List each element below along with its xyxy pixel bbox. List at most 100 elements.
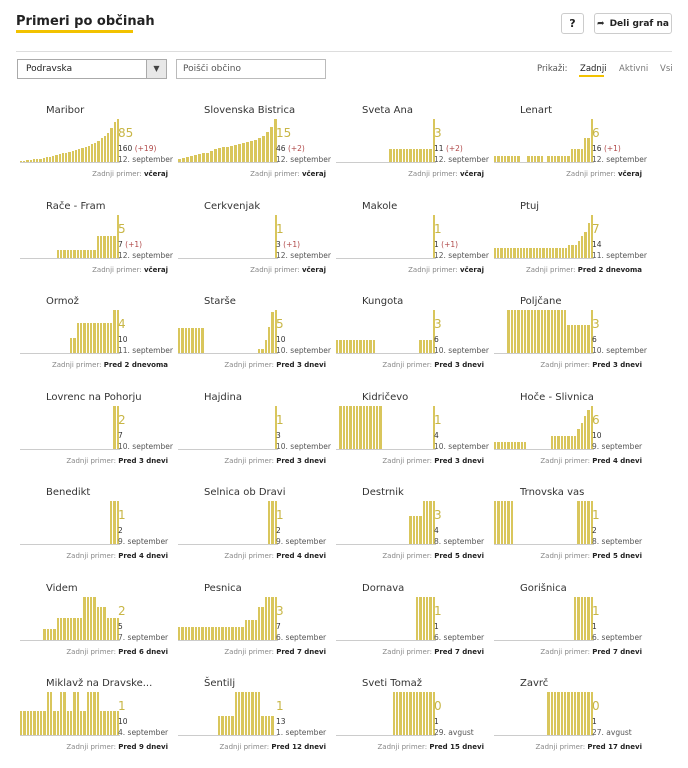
sparkline-bar <box>248 620 251 640</box>
municipality-card[interactable]: Ptuj 7 14 11. september Zadnji primer: Pred … <box>492 196 647 286</box>
municipality-card[interactable]: Benedikt 1 2 9. september Zadnji primer: Pre… <box>18 482 170 572</box>
last-case-value: Pred 17 dnevi <box>587 743 642 751</box>
last-case-label: Zadnji primer: <box>382 456 432 465</box>
sparkline-bar <box>510 248 513 258</box>
sparkline-bar <box>251 620 254 640</box>
share-button-label: Deli graf na <box>609 18 669 29</box>
tab-aktivni[interactable]: Aktivni <box>619 64 649 74</box>
municipality-card[interactable]: Gorišnica 1 1 6. september Zadnji primer: Pr… <box>492 578 644 668</box>
sparkline-bar <box>584 596 587 640</box>
municipality-card[interactable]: Šentilj 1 13 1. september Zadnji primer: Pre… <box>176 673 328 763</box>
sparkline-bar <box>238 626 241 640</box>
sparkline-bar <box>580 325 583 353</box>
municipality-card[interactable]: Poljčane 3 6 10. september Zadnji primer: Pr… <box>492 291 647 381</box>
last-case-label: Zadnji primer: <box>540 552 590 560</box>
municipality-card[interactable]: Rače - Fram 5 7 (+1) 12. september Zadnji pr… <box>18 196 173 286</box>
last-case-value: Pred 3 dnevi <box>434 456 484 465</box>
last-case-value: včeraj <box>617 170 642 178</box>
sparkline-bar <box>419 149 422 162</box>
last-case-value: včeraj <box>143 265 168 274</box>
municipality-card[interactable]: Makole 1 1 (+1) 12. september Zadnji primer:… <box>334 196 489 286</box>
sparkline-bar <box>369 405 372 449</box>
total-cases-value: 13 <box>276 717 286 726</box>
sparkline-bar <box>402 149 405 162</box>
sparkline-bar <box>535 248 539 258</box>
tab-zadnji[interactable]: Zadnji <box>580 64 607 74</box>
help-button[interactable]: ? <box>561 13 584 34</box>
card-date: 9. september <box>592 441 643 451</box>
municipality-card[interactable]: Pesnica 3 7 6. september Zadnji primer: Pred… <box>176 578 328 668</box>
active-tab-underline <box>579 75 604 77</box>
sparkline-bar <box>238 143 241 162</box>
sparkline-bar <box>274 214 277 258</box>
municipality-card[interactable]: Cerkvenjak 1 3 (+1) 12. september Zadnji pri… <box>176 196 331 286</box>
municipality-card[interactable]: Trnovska vas 1 2 8. september Zadnji primer:… <box>492 482 644 572</box>
sparkline-bar <box>584 692 587 735</box>
municipality-card[interactable]: Maribor 85 160 (+19) 12. september Zadnji pr… <box>18 100 173 190</box>
tab-vsi[interactable]: Vsi <box>660 64 673 74</box>
municipality-card[interactable]: Destrnik 3 4 8. september Zadnji primer: Pre… <box>334 482 486 572</box>
sparkline-bar <box>74 149 78 162</box>
municipality-name: Benedikt <box>46 487 91 498</box>
municipality-card[interactable]: Hajdina 1 3 10. september Zadnji primer: Pre… <box>176 387 331 477</box>
sparkline-bar <box>26 159 29 162</box>
total-cases-value: 1 <box>434 621 439 631</box>
share-icon: ➦ <box>597 18 605 29</box>
total-cases: 7 <box>118 431 123 440</box>
sparkline-bar <box>80 322 83 353</box>
sparkline-bar <box>577 692 580 735</box>
last-case-label: Zadnji primer: <box>66 456 116 465</box>
municipality-name: Miklavž na Dravske... <box>46 678 153 689</box>
sparkline-bar <box>194 155 197 162</box>
municipality-card[interactable]: Selnica ob Dravi 1 2 9. september Zadnji pri… <box>176 482 328 572</box>
last-case-value: Pred 3 dnevi <box>276 456 326 465</box>
municipality-name: Makole <box>362 200 398 212</box>
municipality-card[interactable]: Kungota 3 6 10. september Zadnji primer: Pre… <box>334 291 489 381</box>
municipality-name: Sveta Ana <box>362 105 413 116</box>
municipality-card[interactable]: Lenart 6 16 (+1) 12. september Zadnji primer… <box>492 100 647 190</box>
sparkline-bar <box>529 248 532 258</box>
municipality-card[interactable]: Hoče - Slivnica 6 10 9. september Zadnji pri… <box>492 387 644 477</box>
last-case: Zadnji primer: Pred 15 dnevi <box>378 743 485 751</box>
municipality-card[interactable]: Miklavž na Dravske... 1 10 4. september Zadn… <box>18 673 170 763</box>
last-case-value: Pred 3 dnevi <box>118 456 168 465</box>
last-case: Zadnji primer: Pred 9 dnevi <box>66 743 168 751</box>
municipality-card[interactable]: Dornava 1 1 6. september Zadnji primer: Pred… <box>334 578 486 668</box>
cases-delta: (+1) <box>441 239 459 249</box>
card-date: 12. september <box>276 155 331 164</box>
sparkline-bar <box>93 596 96 640</box>
sparkline-chart <box>20 310 120 354</box>
last-case-value: včeraj <box>301 170 326 178</box>
sparkline-bar <box>270 126 273 162</box>
sparkline-bar <box>50 692 53 735</box>
chevron-down-icon[interactable]: ▼ <box>146 60 166 78</box>
sparkline-bar <box>70 618 73 640</box>
municipality-card[interactable]: Sveta Ana 3 11 (+2) 12. september Zadnji pri… <box>334 100 489 190</box>
sparkline-bar <box>416 149 419 162</box>
sparkline-bar <box>580 501 583 544</box>
sparkline-bar <box>577 325 580 353</box>
total-cases-value: 4 <box>434 430 439 440</box>
last-case-value: Pred 7 dnevi <box>592 647 642 656</box>
sparkline-bar <box>372 405 375 449</box>
municipality-card[interactable]: Sveti Tomaž 0 1 29. avgust Zadnji primer: Pr… <box>334 673 486 763</box>
card-date: 9. september <box>118 537 169 546</box>
sparkline-bar <box>352 340 355 353</box>
sparkline-bar <box>110 322 113 353</box>
share-button[interactable]: ➦ Deli graf na <box>594 13 672 34</box>
municipality-card[interactable]: Videm 2 5 7. september Zadnji primer: Pred 6… <box>18 578 170 668</box>
municipality-card[interactable]: Kidričevo 1 4 10. september Zadnji primer: P… <box>334 387 489 477</box>
total-cases-value: 10 <box>276 335 286 344</box>
municipality-card[interactable]: Lovrenc na Pohorju 2 7 10. september Zadnji … <box>18 387 173 477</box>
sparkline-bar <box>542 248 545 258</box>
sparkline-bar <box>577 596 580 640</box>
region-select[interactable]: Podravska ▼ <box>17 59 167 79</box>
municipality-card[interactable]: Slovenska Bistrica 15 46 (+2) 12. september… <box>176 100 331 190</box>
last-case-label: Zadnji primer: <box>250 265 300 274</box>
municipality-card[interactable]: Ormož 4 10 11. september Zadnji primer: Pred… <box>18 291 173 381</box>
sparkline-bar <box>228 715 231 735</box>
municipality-card[interactable]: Zavrč 0 1 27. avgust Zadnji primer: Pred 17 … <box>492 673 644 763</box>
municipality-card[interactable]: Starše 5 10 10. september Zadnji primer: Pre… <box>176 291 331 381</box>
last-case: Zadnji primer: Pred 3 dnevi <box>66 457 168 465</box>
municipality-search-input[interactable] <box>176 59 326 79</box>
